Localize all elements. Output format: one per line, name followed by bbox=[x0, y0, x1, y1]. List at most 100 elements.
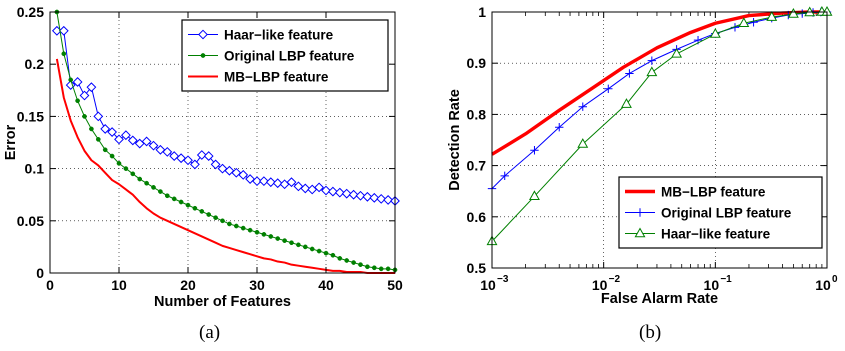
y-tick-label: 0.2 bbox=[25, 56, 45, 72]
legend-entry: MB−LBP feature bbox=[188, 70, 329, 85]
legend-label: Haar−like feature bbox=[661, 227, 771, 242]
legend-marker bbox=[635, 208, 645, 217]
data-point bbox=[286, 177, 297, 188]
x-axis-label: Number of Features bbox=[154, 294, 291, 310]
data-point bbox=[254, 229, 260, 235]
data-point bbox=[300, 183, 311, 194]
data-point bbox=[378, 266, 384, 272]
legend-entry: Haar−like feature bbox=[188, 28, 334, 43]
data-point bbox=[183, 155, 193, 166]
data-point bbox=[89, 126, 94, 132]
x-tick-label: 10 bbox=[111, 277, 127, 293]
data-point bbox=[137, 176, 143, 182]
data-point bbox=[529, 190, 540, 201]
data-point bbox=[72, 77, 83, 87]
data-point bbox=[252, 176, 262, 187]
data-point bbox=[82, 114, 87, 119]
data-point bbox=[171, 196, 177, 202]
data-point bbox=[344, 258, 350, 263]
data-point bbox=[116, 161, 122, 166]
data-point bbox=[189, 159, 200, 170]
data-point bbox=[351, 260, 356, 265]
data-point bbox=[289, 240, 294, 246]
data-point bbox=[321, 185, 331, 196]
x-tick-label: 40 bbox=[318, 277, 334, 293]
data-point bbox=[61, 51, 67, 57]
legend-label: Original LBP feature bbox=[224, 49, 355, 64]
x-tick-label: 50 bbox=[387, 277, 403, 293]
data-point bbox=[555, 123, 564, 132]
data-point bbox=[130, 171, 136, 177]
caption-b: (b) bbox=[639, 322, 662, 343]
data-point bbox=[647, 56, 657, 65]
y-tick-label: 0.8 bbox=[467, 106, 487, 122]
x-tick-label: 10 bbox=[704, 277, 720, 293]
x-tick-label-exponent: 0 bbox=[832, 274, 838, 285]
data-point bbox=[206, 212, 212, 217]
legend: MB−LBP feature Original LBP feature Haar−l… bbox=[618, 176, 823, 249]
data-point bbox=[330, 252, 336, 258]
x-tick-label: 10 bbox=[815, 277, 831, 293]
data-point bbox=[123, 166, 129, 171]
y-tick-label: 0.1 bbox=[25, 161, 45, 177]
data-point bbox=[196, 150, 207, 160]
data-point bbox=[371, 265, 377, 271]
data-point bbox=[348, 189, 359, 200]
data-point bbox=[178, 199, 184, 205]
y-axis-label: Detection Rate bbox=[447, 89, 463, 191]
data-point bbox=[261, 232, 267, 237]
data-point bbox=[114, 134, 124, 145]
legend-label: Haar−like feature bbox=[224, 28, 334, 43]
data-point bbox=[109, 153, 115, 159]
data-point bbox=[192, 205, 198, 211]
data-point bbox=[376, 193, 387, 204]
y-tick-label: 0.6 bbox=[467, 209, 487, 225]
y-tick-label: 0.5 bbox=[467, 260, 487, 276]
data-point bbox=[578, 102, 587, 111]
data-point bbox=[604, 84, 613, 93]
data-point bbox=[341, 188, 352, 199]
data-point bbox=[65, 80, 76, 90]
data-point bbox=[302, 244, 308, 250]
legend-label: Original LBP feature bbox=[661, 206, 792, 221]
data-point bbox=[265, 177, 276, 188]
data-point bbox=[323, 250, 329, 256]
data-point bbox=[210, 159, 221, 170]
chart-a: 0 10 20 30 40 50 0 0.05 0.1 0.15 0.2 0.25 Number of … bbox=[3, 4, 403, 310]
data-point bbox=[365, 264, 370, 270]
x-tick-label-exponent: −3 bbox=[497, 274, 509, 285]
data-point bbox=[151, 185, 156, 190]
x-tick-label: 10 bbox=[480, 277, 496, 293]
legend: Haar−like feature Original LBP feature MB−… bbox=[181, 19, 389, 92]
data-point bbox=[646, 66, 658, 77]
data-point bbox=[127, 135, 138, 146]
y-tick-label: 0.15 bbox=[17, 108, 44, 124]
data-point bbox=[162, 146, 173, 157]
x-tick-label-exponent: −1 bbox=[720, 274, 732, 285]
axes-frame bbox=[491, 11, 828, 269]
y-tick-label: 0.7 bbox=[467, 158, 487, 174]
data-point bbox=[709, 27, 721, 38]
data-point bbox=[500, 171, 509, 181]
legend-entry: Original LBP feature bbox=[625, 206, 792, 221]
data-point bbox=[275, 236, 281, 241]
data-point bbox=[738, 17, 750, 27]
y-tick-label: 0.05 bbox=[17, 213, 44, 229]
x-tick-label: 10 bbox=[592, 277, 608, 293]
data-point bbox=[164, 193, 170, 199]
data-point bbox=[383, 195, 394, 205]
data-point bbox=[158, 189, 163, 194]
legend-entry: Original LBP feature bbox=[188, 49, 355, 64]
series-line bbox=[55, 58, 395, 274]
legend-marker bbox=[200, 53, 206, 58]
data-point bbox=[309, 246, 315, 252]
grid bbox=[492, 12, 827, 268]
data-point bbox=[233, 223, 239, 229]
legend-label: MB−LBP feature bbox=[661, 185, 766, 200]
x-axis-label: False Alarm Rate bbox=[601, 291, 718, 307]
y-tick-label: 1 bbox=[478, 4, 486, 20]
data-point bbox=[787, 8, 799, 18]
data-point bbox=[240, 225, 246, 231]
